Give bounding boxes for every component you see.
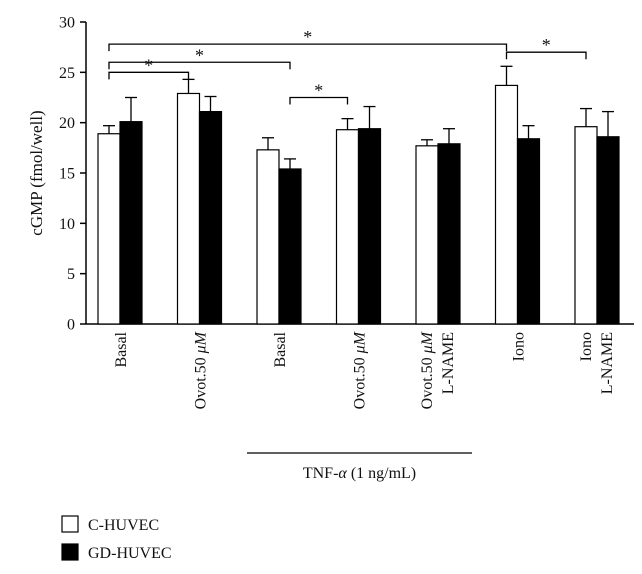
x-category-label: Ovot.50 μM xyxy=(352,330,369,409)
x-category-label-line2: L-NAME xyxy=(599,332,616,394)
category-labels: Basal Ovot.50 μM Basal Ovot.50 μM Ovot.50 μM… xyxy=(113,330,616,482)
legend-label: GD-HUVEC xyxy=(88,545,172,562)
significance-star: * xyxy=(314,81,323,101)
y-tick-label: 0 xyxy=(67,317,75,334)
legend-swatch xyxy=(61,543,79,561)
legend-swatch xyxy=(61,515,79,533)
bar-gd-huvec xyxy=(516,138,541,325)
significance-bracket xyxy=(108,43,508,52)
x-category-label: Ovot.50 μM xyxy=(193,330,210,409)
x-category-label: Basal xyxy=(272,331,289,367)
significance-star: * xyxy=(195,45,204,65)
x-category-label: Iono xyxy=(511,332,528,361)
bar-c-huvec xyxy=(176,92,201,325)
significance-star: * xyxy=(303,27,312,47)
y-tick-label: 25 xyxy=(59,65,75,82)
bar-gd-huvec xyxy=(278,168,302,325)
group-annotation-label: TNF-α (1 ng/mL) xyxy=(303,465,416,482)
y-tick-label: 15 xyxy=(59,166,75,183)
bars xyxy=(97,65,620,325)
significance-star: * xyxy=(542,35,551,55)
bar-gd-huvec xyxy=(437,143,461,325)
y-tick-label: 5 xyxy=(67,266,75,283)
significance-brackets: * * * * * xyxy=(108,27,587,105)
bar-gd-huvec xyxy=(357,128,382,325)
bar-c-huvec xyxy=(335,129,360,325)
bar-c-huvec xyxy=(415,145,439,325)
bar-gd-huvec xyxy=(198,110,223,325)
x-category-label: Iono xyxy=(578,332,595,361)
y-tick-label: 30 xyxy=(59,15,75,32)
y-tick-label: 20 xyxy=(59,115,75,132)
y-axis-title: cGMP (fmol/well) xyxy=(27,110,46,235)
y-tick-label: 10 xyxy=(59,216,75,233)
x-category-label: Basal xyxy=(113,331,130,367)
bar-c-huvec xyxy=(97,133,121,325)
x-category-label: Ovot.50 μM xyxy=(419,330,436,409)
bar-gd-huvec xyxy=(119,121,143,325)
significance-star: * xyxy=(144,55,153,75)
x-category-label-line2: L-NAME xyxy=(440,332,457,394)
legend-label: C-HUVEC xyxy=(88,517,159,534)
bar-c-huvec xyxy=(494,84,519,325)
bar-c-huvec xyxy=(574,126,598,325)
bar-c-huvec xyxy=(256,149,280,325)
significance-bracket xyxy=(289,96,349,105)
legend: C-HUVEC GD-HUVEC xyxy=(61,515,172,562)
significance-bracket xyxy=(505,51,587,60)
bar-gd-huvec xyxy=(596,136,620,325)
significance-bracket xyxy=(108,61,291,70)
significance-bracket xyxy=(108,71,190,80)
